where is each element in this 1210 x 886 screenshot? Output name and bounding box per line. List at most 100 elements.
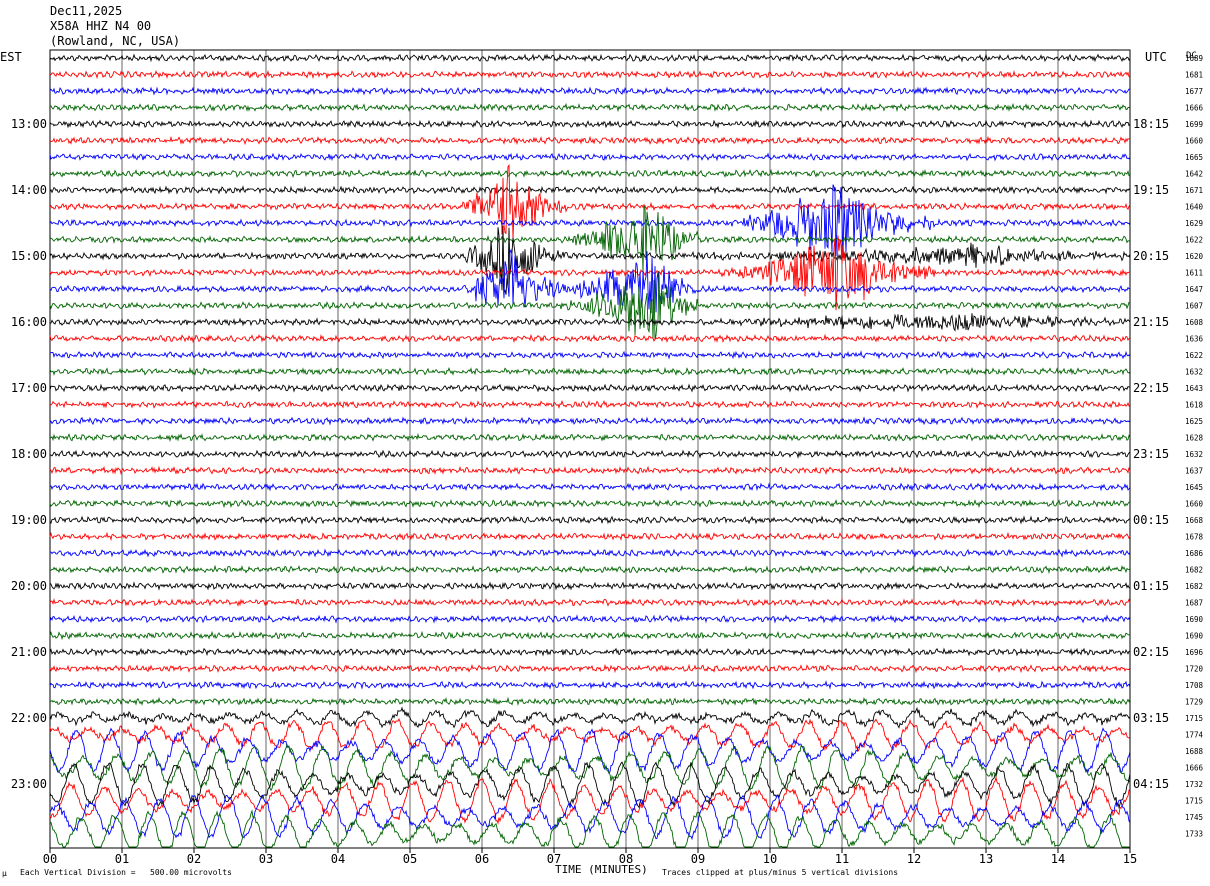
dc-offset-label: 1620 [1185,252,1204,261]
seismogram-trace-row [49,663,1131,674]
seismogram-trace-row [49,680,1131,690]
seismogram-trace-row [49,235,1131,311]
dc-offset-label: 1715 [1185,797,1203,806]
seismogram-trace-row [49,761,1131,810]
seismogram-trace-row [49,515,1131,525]
left-hour-label: 20:00 [11,579,47,593]
right-hour-label: 19:15 [1133,183,1169,197]
seismogram-trace-row [49,270,1131,340]
x-tick-label: 14 [1051,852,1065,866]
x-tick-label: 13 [979,852,993,866]
seismogram-trace-row [49,86,1131,96]
dc-offset-label: 1632 [1185,450,1203,459]
seismogram-trace-row [49,102,1131,113]
seismogram-trace-row [49,248,1131,314]
x-tick-label: 09 [691,852,705,866]
dc-offset-label: 1720 [1185,665,1204,674]
dc-offset-label: 1677 [1185,87,1203,96]
right-hour-label: 01:15 [1133,579,1169,593]
left-hour-label: 14:00 [11,183,47,197]
seismogram-trace-row [49,184,1131,258]
dc-offset-label: 1660 [1185,137,1204,146]
x-tick-label: 07 [547,852,561,866]
dc-offset-label: 1745 [1185,813,1203,822]
x-tick-label: 03 [259,852,273,866]
seismogram-trace-row [49,465,1131,476]
dc-offset-label: 1666 [1185,104,1204,113]
seismogram-trace-row [49,775,1131,825]
left-hour-label: 21:00 [11,645,47,659]
right-hour-label: 22:15 [1133,381,1169,395]
dc-offset-label: 1686 [1185,549,1204,558]
seismogram-trace-row [49,168,1131,179]
dc-offset-label: 1690 [1185,632,1204,641]
left-hour-label: 22:00 [11,711,47,725]
seismogram-trace-row [49,718,1131,753]
seismogram-trace-row [49,499,1131,509]
dc-offset-label: 1682 [1185,582,1203,591]
seismogram-trace-row [49,548,1131,558]
seismogram-trace-row [49,204,1131,274]
seismogram-trace-row [49,185,1131,195]
right-hour-label: 18:15 [1133,117,1169,131]
dc-offset-label: 1671 [1185,186,1203,195]
right-hour-label: 00:15 [1133,513,1169,527]
x-tick-label: 00 [43,852,57,866]
dc-offset-label: 1640 [1185,203,1204,212]
dc-offset-label: 1622 [1185,351,1203,360]
dc-offset-label: 1733 [1185,830,1203,839]
seismogram-trace-row [49,630,1131,641]
dc-offset-label: 1696 [1185,648,1204,657]
left-hour-label: 16:00 [11,315,47,329]
x-tick-label: 06 [475,852,489,866]
dc-offset-label: 1774 [1185,731,1204,740]
dc-offset-label: 1668 [1185,516,1204,525]
seismogram-trace-row [49,531,1131,542]
seismogram-trace-row [49,53,1131,63]
right-hour-label: 04:15 [1133,777,1169,791]
dc-offset-label: 1678 [1185,533,1204,542]
x-tick-label: 02 [187,852,201,866]
x-tick-label: 04 [331,852,345,866]
left-hour-label: 13:00 [11,117,47,131]
seismogram-trace-row [49,727,1131,775]
dc-offset-label: 1611 [1185,269,1203,278]
right-hour-label: 23:15 [1133,447,1169,461]
dc-offset-label: 1690 [1185,615,1204,624]
left-hour-label: 19:00 [11,513,47,527]
dc-offset-label: 1628 [1185,434,1204,443]
dc-offset-label: 1699 [1185,120,1203,129]
dc-offset-label: 1647 [1185,285,1203,294]
dc-offset-label: 1629 [1185,219,1203,228]
x-tick-label: 10 [763,852,777,866]
dc-offset-label: 1708 [1185,681,1204,690]
seismogram-trace-row [49,225,1131,295]
left-hour-label: 17:00 [11,381,47,395]
seismogram-trace-row [49,794,1131,841]
seismogram-trace-row [49,581,1131,591]
seismogram-trace-row [49,313,1131,332]
right-hour-label: 02:15 [1133,645,1169,659]
microvolt-scale-mark: μ [2,869,7,878]
dc-offset-label: 1642 [1185,170,1203,179]
x-tick-label: 15 [1123,852,1137,866]
dc-offset-label: 1637 [1185,467,1203,476]
dc-offset-label: 1715 [1185,714,1203,723]
dc-offset-label: 1681 [1185,71,1203,80]
header-station: X58A HHZ N4 00 [50,19,152,33]
clip-note: Traces clipped at plus/minus 5 vertical … [662,868,899,877]
dc-offset-label: 1622 [1185,236,1203,245]
seismogram-trace-row [49,482,1131,492]
dc-offset-label: 1636 [1185,335,1204,344]
dc-offset-label: 1665 [1185,153,1203,162]
left-hour-label: 18:00 [11,447,47,461]
dc-offset-label: 1666 [1185,764,1204,773]
x-tick-label: 12 [907,852,921,866]
seismogram-trace-row [49,597,1131,608]
seismogram-trace-row [49,333,1131,344]
dc-offset-label: 1607 [1185,302,1203,311]
seismogram-trace-row [49,152,1131,162]
seismogram-trace-row [49,366,1131,376]
dc-offset-label: 1608 [1185,318,1204,327]
dc-offset-label: 1618 [1185,401,1204,410]
